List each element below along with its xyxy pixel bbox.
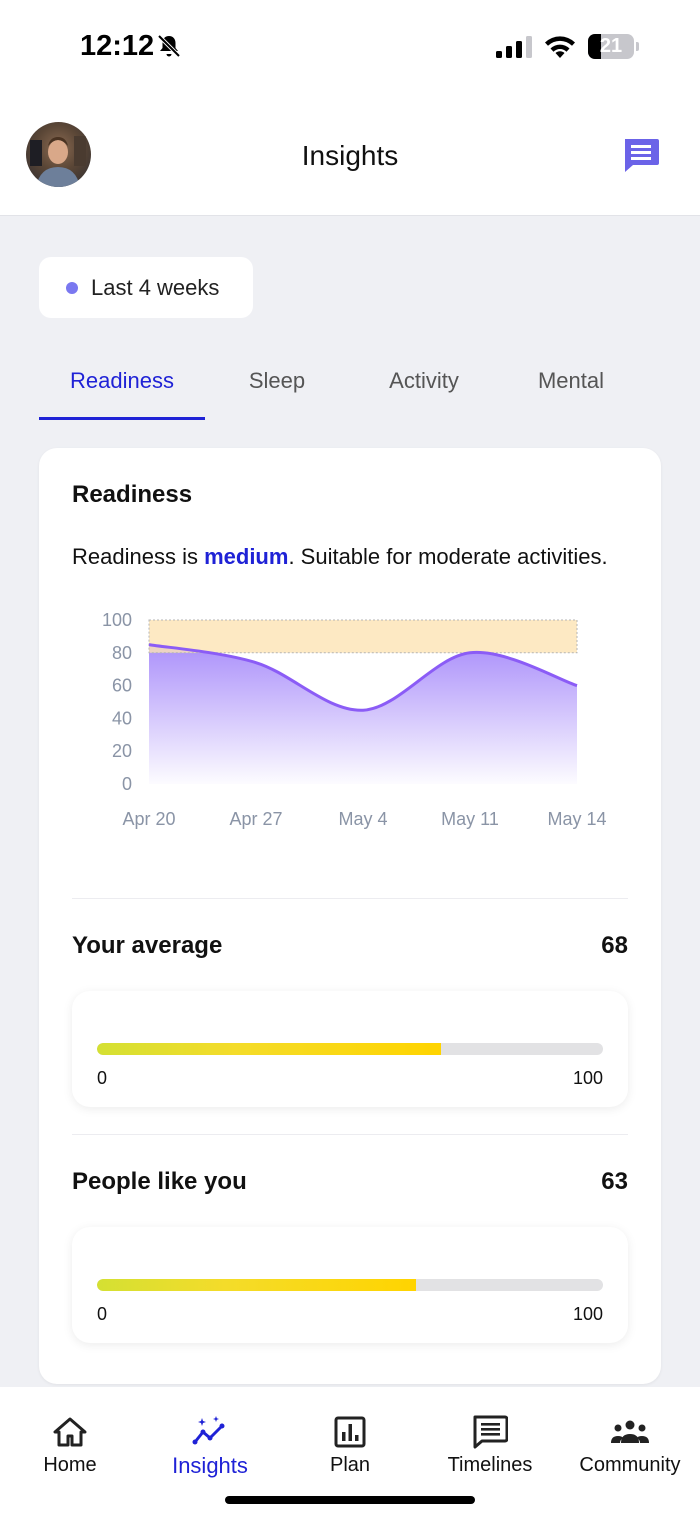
period-label: Last 4 weeks bbox=[91, 275, 220, 300]
x-tick-label: Apr 27 bbox=[229, 809, 282, 829]
people-like-you-min: 0 bbox=[97, 1304, 108, 1324]
x-tick-label: May 14 bbox=[547, 809, 606, 829]
y-tick-label: 20 bbox=[112, 741, 132, 761]
target-band bbox=[148, 619, 578, 654]
y-tick-label: 40 bbox=[112, 708, 132, 728]
readiness-card: Readiness Readiness is medium. Suitable … bbox=[39, 448, 661, 1384]
your-average-progress-track bbox=[97, 1043, 603, 1055]
x-tick-label: May 4 bbox=[338, 809, 387, 829]
nav-plan[interactable]: Plan bbox=[280, 1387, 420, 1487]
readiness-line bbox=[148, 643, 578, 712]
people-like-you-bar-card: 0 100 bbox=[72, 1227, 628, 1343]
divider bbox=[72, 898, 628, 899]
y-tick-label: 0 bbox=[122, 774, 132, 794]
bell-muted-icon bbox=[157, 34, 181, 58]
timelines-icon bbox=[473, 1415, 508, 1449]
people-like-you-value: 63 bbox=[601, 1168, 628, 1195]
nav-timelines-label: Timelines bbox=[447, 1454, 533, 1476]
period-dot bbox=[66, 282, 78, 294]
bottom-navigation: Home Insights Plan Timelines bbox=[0, 1387, 700, 1517]
your-average-bar-card: 0 100 bbox=[72, 991, 628, 1107]
status-time: 12:12 bbox=[80, 30, 155, 62]
chat-icon[interactable] bbox=[622, 137, 660, 173]
plan-icon bbox=[334, 1416, 366, 1448]
nav-timelines[interactable]: Timelines bbox=[420, 1387, 560, 1487]
active-tab-indicator bbox=[39, 417, 205, 420]
signal-icon bbox=[496, 36, 532, 58]
your-average-value: 68 bbox=[601, 932, 628, 959]
people-like-you-progress-track bbox=[97, 1279, 603, 1291]
people-like-you-progress-fill bbox=[97, 1279, 416, 1291]
battery-indicator: 21 bbox=[588, 34, 634, 59]
readiness-description: Readiness is medium. Suitable for modera… bbox=[72, 540, 612, 573]
period-selector[interactable]: Last 4 weeks bbox=[39, 257, 253, 318]
nav-community[interactable]: Community bbox=[560, 1387, 700, 1487]
wifi-icon bbox=[545, 36, 575, 58]
tab-sleep[interactable]: Sleep bbox=[248, 368, 306, 393]
avatar[interactable] bbox=[26, 122, 91, 187]
status-bar: 12:12 21 bbox=[0, 0, 700, 95]
desc-prefix: Readiness is bbox=[72, 544, 205, 569]
y-tick-label: 60 bbox=[112, 676, 132, 696]
divider bbox=[72, 1134, 628, 1135]
tab-activity[interactable]: Activity bbox=[389, 368, 459, 393]
card-title: Readiness bbox=[72, 481, 193, 508]
y-tick-label: 100 bbox=[102, 610, 132, 630]
nav-insights-label: Insights bbox=[172, 1453, 248, 1478]
your-average-max: 100 bbox=[572, 1068, 603, 1088]
people-like-you-label: People like you bbox=[72, 1168, 247, 1195]
y-tick-label: 80 bbox=[112, 643, 132, 663]
your-average-progress-fill bbox=[97, 1043, 442, 1055]
home-indicator bbox=[225, 1496, 475, 1504]
tab-readiness[interactable]: Readiness bbox=[70, 368, 174, 393]
community-icon bbox=[611, 1420, 649, 1443]
readiness-level: medium bbox=[204, 544, 289, 569]
nav-home-label: Home bbox=[43, 1454, 97, 1476]
page-title: Insights bbox=[301, 140, 399, 171]
desc-suffix: . Suitable for moderate activities. bbox=[288, 544, 608, 569]
home-icon bbox=[53, 1417, 87, 1447]
battery-level: 21 bbox=[599, 35, 623, 57]
metric-tabs: Readiness Sleep Activity Mental bbox=[39, 355, 661, 421]
top-header: Insights bbox=[0, 95, 700, 216]
nav-community-label: Community bbox=[579, 1454, 681, 1476]
nav-plan-label: Plan bbox=[329, 1454, 371, 1476]
x-tick-label: May 11 bbox=[441, 809, 499, 829]
nav-insights[interactable]: Insights bbox=[140, 1387, 280, 1487]
insights-icon bbox=[192, 1416, 225, 1445]
tab-mental[interactable]: Mental bbox=[537, 368, 605, 393]
readiness-chart: 100 80 60 40 20 0 Apr 20 Apr 27 May 4 May 11 May 1… bbox=[102, 610, 607, 829]
your-average-label: Your average bbox=[72, 932, 223, 959]
people-like-you-max: 100 bbox=[572, 1304, 603, 1324]
nav-home[interactable]: Home bbox=[0, 1387, 140, 1487]
your-average-min: 0 bbox=[97, 1068, 108, 1088]
avatar-photo bbox=[30, 136, 86, 187]
readiness-area bbox=[149, 644, 577, 784]
x-tick-label: Apr 20 bbox=[122, 809, 175, 829]
